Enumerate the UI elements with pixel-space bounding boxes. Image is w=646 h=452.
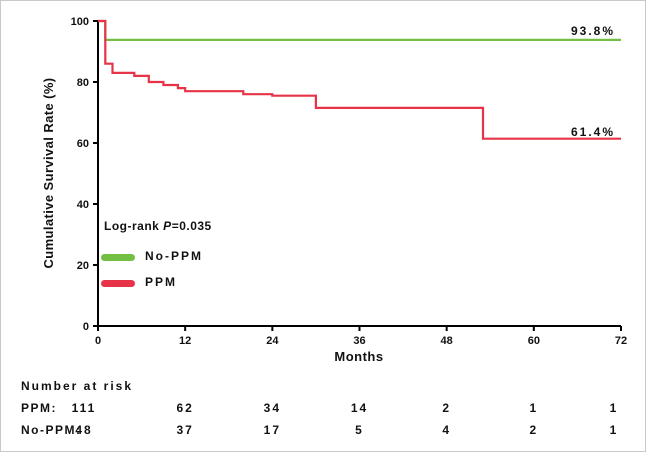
risk-row-label-no-ppm: No-PPM:	[21, 423, 82, 437]
logrank-prefix: Log-rank	[104, 219, 164, 233]
risk-value: 5	[355, 423, 364, 437]
y-tick-label: 60	[77, 138, 89, 150]
x-tick-label: 12	[179, 335, 191, 347]
logrank-stat: P	[163, 219, 172, 233]
legend-label-no-ppm: No-PPM	[145, 249, 203, 263]
logrank-value: =0.035	[171, 219, 212, 233]
risk-value: 2	[529, 423, 539, 437]
logrank-annotation: Log-rank P=0.035	[104, 219, 212, 233]
x-tick-label: 48	[441, 335, 453, 347]
survival-curve-ppm	[98, 19, 621, 140]
risk-value: 17	[263, 423, 282, 437]
y-tick-label: 0	[83, 321, 89, 333]
legend-swatch-no-ppm	[101, 254, 135, 261]
legend-label-ppm: PPM	[145, 275, 178, 289]
y-axis-label: Cumulative Survival Rate (%)	[41, 77, 56, 269]
risk-value: 4	[442, 423, 451, 437]
risk-value: 34	[263, 401, 282, 415]
risk-row-no-ppm: No-PPM: 48 37 17 5 4 2 1	[1, 423, 645, 439]
risk-value: 1	[609, 423, 619, 437]
risk-value: 2	[442, 401, 451, 415]
risk-row-ppm: PPM: 111 62 34 14 2 1 1	[1, 401, 645, 417]
risk-value: 37	[176, 423, 194, 437]
x-tick-label: 0	[95, 335, 101, 347]
risk-value: 14	[350, 401, 369, 415]
risk-value: 1	[529, 401, 539, 415]
end-label-no-ppm: 93.8%	[570, 24, 615, 38]
x-tick-label: 72	[615, 335, 627, 347]
end-label-ppm: 61.4%	[570, 125, 615, 139]
x-tick-label: 36	[353, 335, 365, 347]
risk-value: 48	[75, 423, 93, 437]
legend-swatch-ppm	[101, 280, 135, 287]
y-tick-label: 80	[77, 77, 89, 89]
y-tick-label: 100	[71, 16, 89, 28]
x-tick-label: 24	[266, 335, 279, 347]
x-tick-label: 60	[528, 335, 540, 347]
x-axis-label: Months	[334, 349, 384, 364]
y-tick-label: 40	[77, 199, 89, 211]
risk-row-label-ppm: PPM:	[21, 401, 57, 415]
risk-value: 1	[609, 401, 619, 415]
y-tick-label: 20	[77, 260, 89, 272]
risk-value: 62	[176, 401, 194, 415]
risk-value: 111	[71, 401, 97, 415]
number-at-risk-title: Number at risk	[21, 379, 134, 393]
